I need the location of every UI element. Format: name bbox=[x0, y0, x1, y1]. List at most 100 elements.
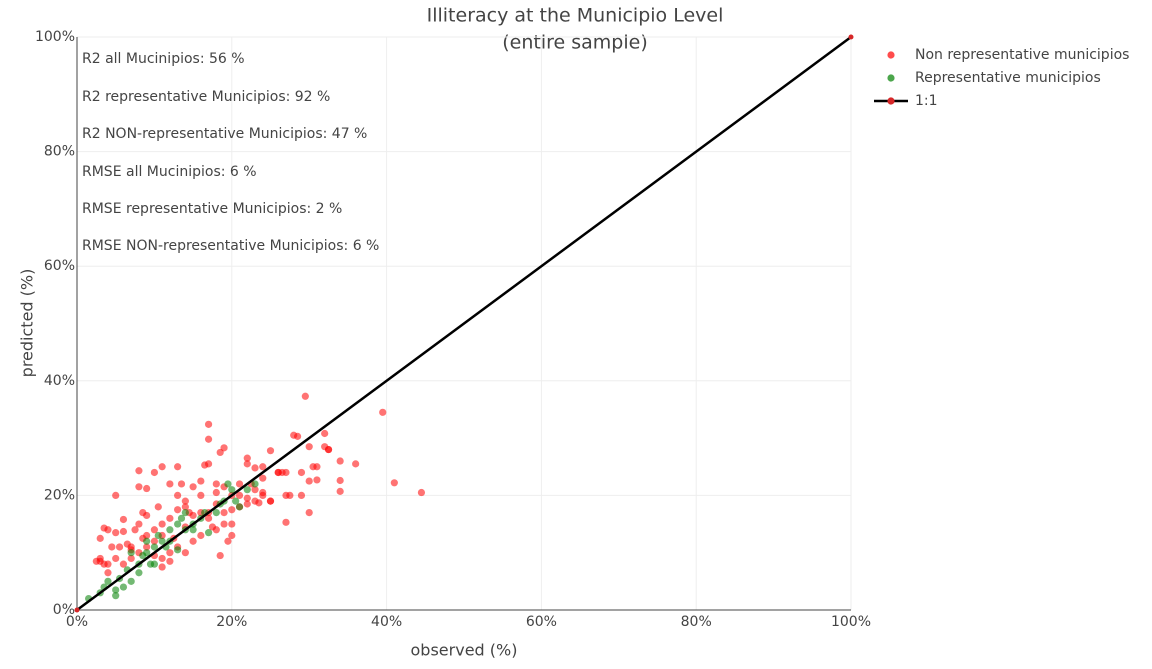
point bbox=[119, 515, 128, 524]
point bbox=[181, 497, 189, 505]
point bbox=[96, 534, 104, 542]
point bbox=[293, 432, 302, 440]
point bbox=[228, 531, 236, 540]
y-tick-label: 60% bbox=[44, 258, 75, 274]
point bbox=[251, 480, 259, 488]
point bbox=[266, 497, 275, 505]
point bbox=[119, 583, 128, 591]
point bbox=[255, 499, 263, 507]
point bbox=[127, 577, 135, 585]
point bbox=[220, 520, 228, 528]
point bbox=[135, 483, 143, 491]
point bbox=[259, 474, 267, 482]
point bbox=[336, 476, 344, 485]
y-axis-label: predicted (%) bbox=[18, 269, 37, 378]
point bbox=[220, 444, 228, 452]
legend-label: Non representative municipios bbox=[915, 47, 1129, 63]
point bbox=[100, 560, 108, 568]
point bbox=[197, 531, 205, 540]
point bbox=[181, 508, 189, 517]
point bbox=[143, 537, 151, 545]
y-tick-label: 20% bbox=[44, 487, 75, 503]
point bbox=[251, 486, 259, 494]
point bbox=[224, 537, 232, 545]
y-tick-label: 0% bbox=[53, 602, 75, 618]
point bbox=[224, 480, 232, 488]
point bbox=[174, 463, 182, 471]
point bbox=[243, 460, 251, 468]
point bbox=[104, 569, 112, 577]
point bbox=[243, 494, 251, 502]
point bbox=[235, 480, 244, 488]
point bbox=[143, 511, 151, 520]
point bbox=[158, 563, 166, 571]
point bbox=[177, 480, 186, 488]
y-tick-label: 80% bbox=[44, 144, 75, 160]
point bbox=[135, 520, 143, 528]
annotation: RMSE representative Municipios: 2 % bbox=[82, 201, 342, 217]
point bbox=[150, 543, 158, 551]
point bbox=[220, 508, 228, 517]
x-tick-label: 0% bbox=[66, 614, 88, 630]
point bbox=[135, 467, 143, 475]
point bbox=[112, 554, 120, 563]
point bbox=[166, 549, 174, 557]
point bbox=[321, 429, 329, 438]
point bbox=[119, 560, 128, 568]
point bbox=[208, 523, 217, 531]
point bbox=[104, 526, 112, 534]
point bbox=[112, 529, 120, 537]
point bbox=[848, 34, 854, 40]
point bbox=[177, 514, 186, 522]
point bbox=[266, 447, 275, 455]
point bbox=[166, 514, 174, 522]
point bbox=[228, 506, 236, 514]
legend-marker bbox=[887, 51, 895, 59]
point bbox=[390, 479, 398, 487]
annotation: RMSE NON-representative Municipios: 6 % bbox=[82, 238, 379, 254]
point bbox=[204, 460, 213, 468]
point bbox=[313, 463, 321, 471]
point bbox=[235, 491, 244, 499]
point bbox=[204, 514, 213, 522]
point bbox=[143, 543, 151, 551]
point bbox=[74, 607, 80, 613]
point bbox=[104, 577, 112, 585]
point bbox=[158, 554, 166, 563]
point bbox=[174, 491, 182, 499]
point bbox=[352, 460, 360, 468]
point bbox=[336, 457, 344, 465]
point bbox=[143, 549, 151, 557]
x-tick-label: 20% bbox=[216, 614, 247, 630]
point bbox=[282, 518, 290, 526]
annotation: R2 NON-representative Municipios: 47 % bbox=[82, 126, 367, 142]
point bbox=[131, 526, 139, 534]
annotation: R2 representative Municipios: 92 % bbox=[82, 89, 330, 105]
x-tick-label: 40% bbox=[371, 614, 402, 630]
legend-marker bbox=[887, 74, 895, 82]
point bbox=[127, 549, 135, 557]
point bbox=[143, 484, 151, 493]
point bbox=[212, 488, 220, 497]
point bbox=[150, 468, 158, 477]
point bbox=[108, 543, 116, 551]
point bbox=[228, 520, 236, 528]
point bbox=[228, 486, 236, 494]
point bbox=[158, 463, 166, 471]
point bbox=[297, 468, 306, 477]
point bbox=[115, 543, 124, 551]
point bbox=[243, 454, 251, 462]
point bbox=[243, 486, 251, 494]
point bbox=[174, 546, 182, 554]
x-tick-label: 100% bbox=[831, 614, 871, 630]
point bbox=[216, 551, 224, 560]
point bbox=[112, 491, 120, 499]
point bbox=[146, 560, 155, 568]
point bbox=[204, 420, 213, 428]
point bbox=[259, 488, 267, 497]
point bbox=[158, 520, 166, 528]
point bbox=[189, 483, 197, 491]
x-axis-label: observed (%) bbox=[411, 641, 518, 660]
point bbox=[189, 526, 197, 534]
